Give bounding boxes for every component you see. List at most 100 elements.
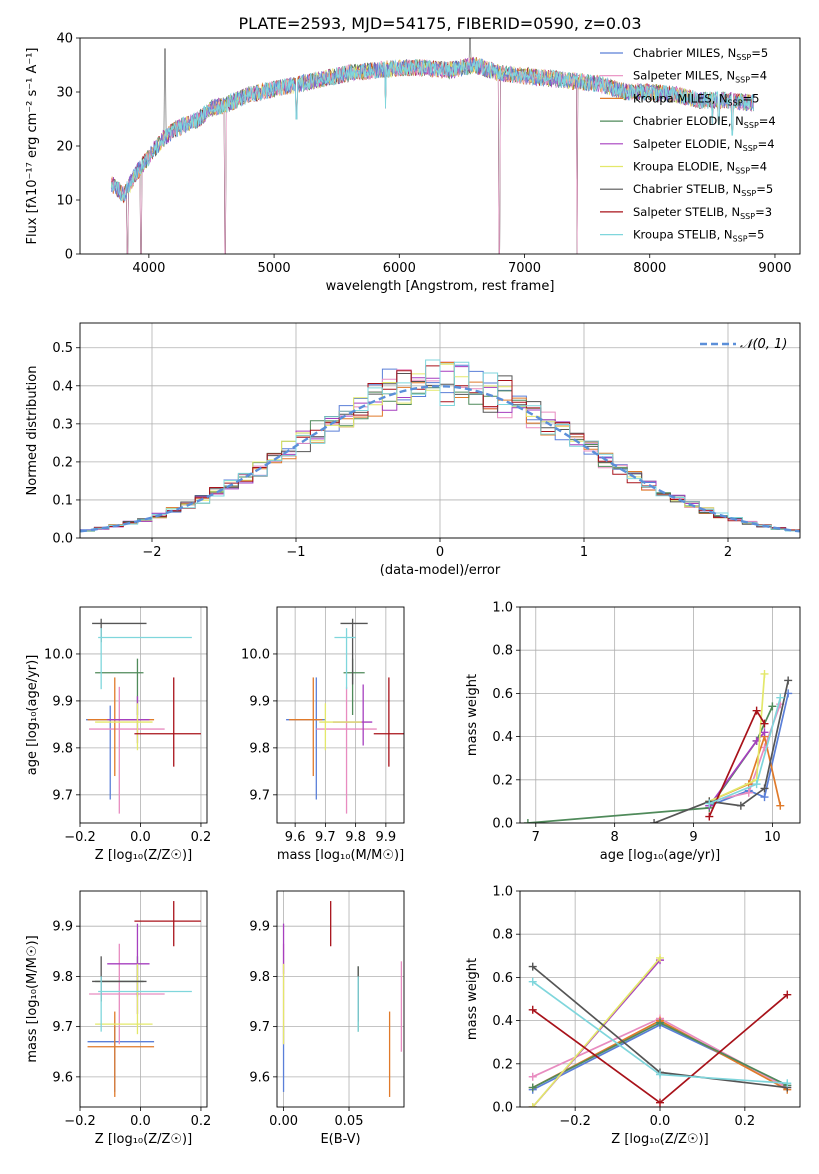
x-tick-label: 0.00 bbox=[269, 1114, 298, 1129]
panel-mass-weight-vs-age: 7 8 9 10 0.0 0.2 0.4 0.6 0.8 1.0 age [log₁₀(age/yr… bbox=[465, 601, 801, 863]
x-tick-label: 0.0 bbox=[650, 1114, 671, 1129]
x-axis-label: Z [log₁₀(Z/Z☉)] bbox=[95, 1132, 192, 1147]
x-tick-label: 0.2 bbox=[191, 830, 212, 845]
legend-entry-count: =5 bbox=[748, 228, 765, 242]
y-tick-label: 0.4 bbox=[52, 379, 73, 394]
legend-entry: Salpeter MILES, NSSP=4 bbox=[633, 69, 767, 85]
legend-entry-name: Kroupa STELIB, N bbox=[633, 228, 733, 242]
weight-point-marker bbox=[705, 799, 714, 808]
x-tick-label: −2 bbox=[142, 545, 161, 560]
errorbar-point bbox=[334, 628, 356, 690]
y-tick-label: 0.6 bbox=[492, 971, 513, 986]
y-axis-label: mass [log₁₀(M/M☉)] bbox=[25, 935, 40, 1062]
legend-entry-name: Salpeter MILES, N bbox=[633, 69, 735, 83]
errorbar-point bbox=[134, 677, 201, 767]
weight-series bbox=[528, 977, 792, 1088]
legend-entry-sub: SSP bbox=[728, 98, 743, 107]
weight-point-marker bbox=[656, 1018, 664, 1027]
weight-point-marker bbox=[760, 669, 769, 678]
y-tick-label: 0.0 bbox=[492, 1101, 513, 1116]
plot-area bbox=[286, 618, 404, 814]
y-tick-label: 0.0 bbox=[52, 532, 73, 547]
y-axis-label: age [log₁₀(age/yr)] bbox=[25, 655, 40, 776]
grid-lines bbox=[277, 891, 404, 1107]
y-tick-label: 9.8 bbox=[249, 970, 270, 985]
x-axis-label: Z [log₁₀(Z/Z☉)] bbox=[611, 1132, 708, 1147]
axes-frame bbox=[519, 606, 801, 824]
legend-entry-sub: SSP bbox=[733, 235, 748, 244]
legend-entry-sub: SSP bbox=[736, 53, 751, 62]
x-tick-label: 0.2 bbox=[191, 1114, 212, 1129]
weight-point-marker bbox=[752, 706, 761, 715]
x-tick-label: 9.6 bbox=[285, 830, 306, 845]
errorbar-point bbox=[95, 703, 153, 751]
y-tick-label: 9.6 bbox=[52, 1070, 73, 1085]
y-tick-label: 0.6 bbox=[492, 687, 513, 702]
weight-series bbox=[705, 706, 769, 821]
errorbar-point bbox=[87, 1026, 155, 1092]
plot-area bbox=[523, 669, 793, 823]
y-tick-label: 0.3 bbox=[52, 417, 73, 432]
x-axis-label: E(B-V) bbox=[320, 1132, 360, 1147]
axes-frame bbox=[79, 890, 208, 1108]
x-tick-label: 0.0 bbox=[130, 1114, 151, 1129]
weight-series bbox=[528, 953, 664, 1107]
errorbar-point bbox=[316, 686, 377, 814]
legend-entry: Salpeter ELODIE, NSSP=4 bbox=[633, 137, 775, 153]
y-tick-label: 40 bbox=[56, 32, 73, 47]
weight-point-marker bbox=[776, 801, 785, 810]
x-tick-label: 2 bbox=[724, 545, 732, 560]
panel-residual-histogram: −2 −1 0 1 2 0.0 0.1 0.2 0.3 0.4 0.5 (data-model)/er… bbox=[25, 322, 801, 578]
x-axis-label: (data-model)/error bbox=[380, 563, 501, 578]
plot-area bbox=[282, 901, 403, 1097]
axes-frame bbox=[79, 606, 208, 824]
grid-lines bbox=[520, 606, 800, 824]
normal-reference-curve bbox=[80, 384, 800, 533]
x-axis-label: Z [log₁₀(Z/Z☉)] bbox=[95, 848, 192, 863]
legend-entry-sub: SSP bbox=[743, 144, 758, 153]
y-tick-label: 9.9 bbox=[249, 694, 270, 709]
x-axis-label: mass [log₁₀(M/M☉)] bbox=[277, 848, 404, 863]
x-tick-label: 9.7 bbox=[315, 830, 336, 845]
weight-point-marker bbox=[783, 1079, 792, 1088]
y-tick-label: 9.8 bbox=[52, 741, 73, 756]
x-tick-label: 9.8 bbox=[345, 830, 366, 845]
y-tick-label: 9.8 bbox=[52, 970, 73, 985]
y-tick-label: 10.0 bbox=[241, 647, 270, 662]
grid-lines bbox=[277, 607, 404, 823]
weight-series bbox=[705, 693, 785, 808]
y-tick-label: 0.2 bbox=[492, 773, 513, 788]
legend-entry-count: =5 bbox=[756, 182, 773, 196]
y-tick-label: 0.2 bbox=[492, 1057, 513, 1072]
legend-entry-count: =5 bbox=[751, 46, 768, 60]
axes-frame bbox=[276, 890, 405, 1108]
errorbar-point bbox=[107, 923, 150, 1015]
grid-lines bbox=[79, 607, 207, 823]
errorbar-point bbox=[289, 677, 323, 777]
weight-point-marker bbox=[528, 1005, 537, 1014]
legend-entry-count: =4 bbox=[750, 160, 767, 174]
y-axis-label: Normed distribution bbox=[25, 366, 40, 496]
errorbar-point bbox=[340, 618, 368, 685]
weight-point-marker bbox=[523, 819, 532, 823]
x-tick-label: −0.2 bbox=[64, 1114, 96, 1129]
x-tick-label: −0.2 bbox=[64, 830, 96, 845]
weight-point-marker bbox=[783, 990, 792, 999]
weight-point-marker bbox=[656, 1098, 664, 1107]
legend-entry: Kroupa STELIB, NSSP=5 bbox=[633, 228, 764, 244]
x-tick-label: 5000 bbox=[258, 261, 291, 276]
axes-frame bbox=[276, 606, 405, 824]
y-tick-label: 0.8 bbox=[492, 644, 513, 659]
errorbar-point bbox=[319, 703, 362, 751]
x-tick-label: 8000 bbox=[633, 261, 666, 276]
panel-age-vs-Z: −0.2 0.0 0.2 9.7 9.8 9.9 10.0 Z [log₁₀(Z/Z☉)] ag… bbox=[25, 606, 212, 863]
legend-entry-name: Salpeter STELIB, N bbox=[633, 205, 740, 219]
weight-point-marker bbox=[752, 780, 761, 789]
grid-lines bbox=[79, 891, 207, 1107]
legend-entry-sub: SSP bbox=[744, 121, 759, 130]
weight-point-marker bbox=[760, 793, 769, 802]
y-tick-label: 9.6 bbox=[249, 1070, 270, 1085]
legend-entry-sub: SSP bbox=[741, 189, 756, 198]
legend-entry-sub: SSP bbox=[735, 167, 750, 176]
legend-entry: Chabrier ELODIE, NSSP=4 bbox=[633, 114, 776, 130]
